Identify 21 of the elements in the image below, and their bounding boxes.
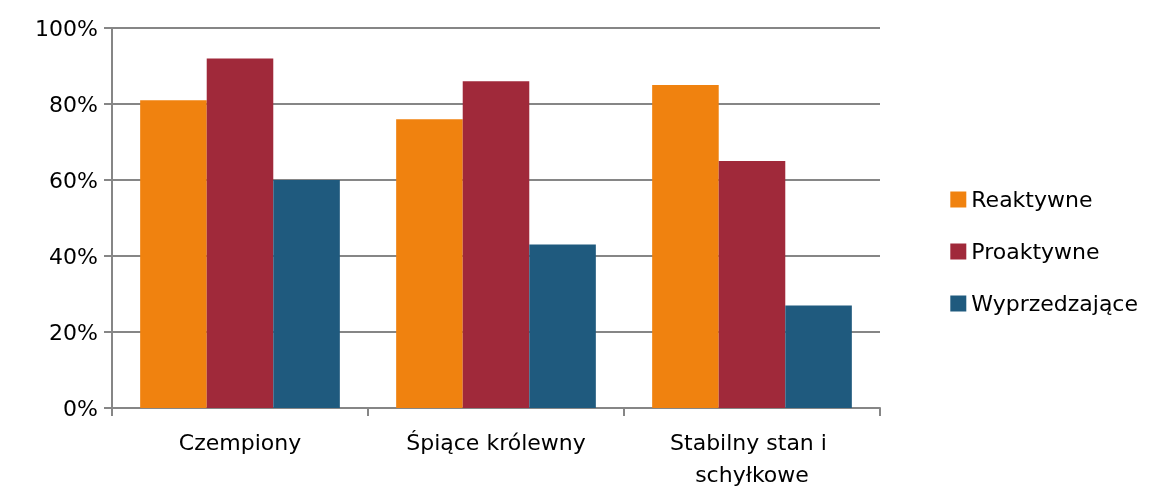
x-tick-label: Śpiące królewny	[406, 429, 586, 455]
y-tick-label: 100%	[35, 15, 98, 41]
bar	[206, 58, 274, 408]
y-tick-label: 40%	[49, 243, 98, 269]
bar	[529, 244, 596, 408]
bar	[785, 305, 852, 408]
x-tick-label: Stabilny stan i schyłkowe	[670, 429, 834, 487]
legend-label: Reaktywne	[971, 187, 1093, 212]
y-tick-label: 0%	[63, 395, 98, 421]
bar	[140, 100, 207, 408]
legend-label: Proaktywne	[971, 239, 1100, 264]
bar	[652, 85, 719, 408]
y-tick-label: 80%	[49, 91, 98, 117]
bar	[273, 180, 340, 408]
legend-label: Wyprzedzające	[971, 291, 1139, 316]
bar	[462, 81, 530, 408]
y-tick-label: 60%	[49, 167, 98, 193]
x-tick-label: Czempiony	[178, 429, 302, 455]
bar	[396, 119, 463, 408]
y-tick-label: 20%	[49, 319, 98, 345]
bar	[718, 161, 786, 408]
